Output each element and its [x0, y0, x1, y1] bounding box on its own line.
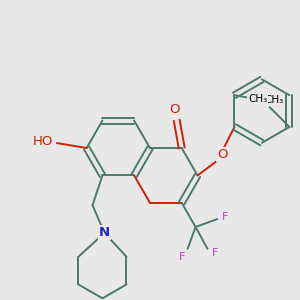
Text: O: O	[217, 148, 228, 161]
Text: CH₃: CH₃	[265, 95, 284, 105]
Text: HO: HO	[33, 135, 53, 148]
Text: F: F	[212, 248, 219, 258]
Text: O: O	[169, 103, 180, 116]
Text: CH₃: CH₃	[248, 94, 267, 104]
Text: N: N	[99, 226, 110, 239]
Text: F: F	[178, 252, 185, 262]
Text: F: F	[222, 212, 229, 222]
